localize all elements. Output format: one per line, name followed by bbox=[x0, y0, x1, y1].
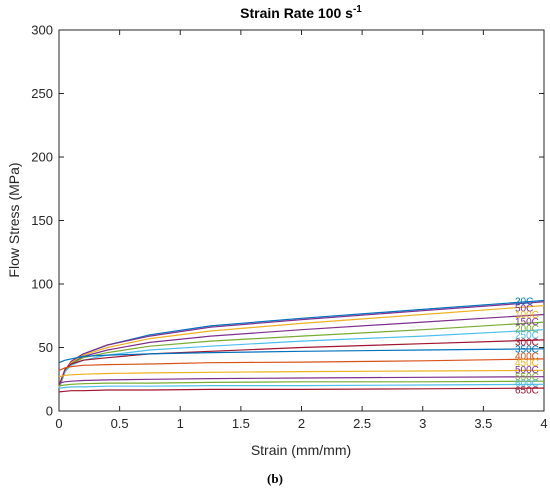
figure-caption: (b) bbox=[267, 471, 283, 486]
y-axis-label: Flow Stress (MPa) bbox=[6, 162, 22, 277]
series-label-50c: 50C bbox=[515, 303, 533, 314]
y-tick-label: 150 bbox=[31, 213, 53, 228]
series-label-400c: 400C bbox=[515, 351, 539, 362]
series-line-400c bbox=[58, 358, 545, 371]
series-lines bbox=[58, 299, 545, 393]
series-line-500c bbox=[58, 376, 545, 384]
x-axis-label: Strain (mm/mm) bbox=[251, 442, 351, 458]
series-line-300c bbox=[58, 339, 545, 386]
x-tick-label: 2 bbox=[298, 416, 305, 431]
series-label-650c: 650C bbox=[515, 386, 539, 397]
series-line-650c bbox=[58, 387, 545, 393]
y-tick-label: 50 bbox=[39, 340, 53, 355]
x-tick-label: 0.5 bbox=[111, 416, 129, 431]
series-line-450c bbox=[58, 369, 545, 378]
y-tick-label: 250 bbox=[31, 86, 53, 101]
y-tick-label: 100 bbox=[31, 277, 53, 292]
y-axis: 0 50 100 150 200 250 300 bbox=[31, 23, 544, 419]
x-tick-label: 0 bbox=[55, 416, 62, 431]
series-label-300c: 300C bbox=[515, 338, 539, 349]
series-labels: 20C50C100C150C200C250C300C350C400C450C50… bbox=[515, 297, 539, 397]
x-axis: 0 0.5 1 1.5 2 2.5 3 3.5 4 bbox=[55, 30, 548, 431]
series-label-150c: 150C bbox=[515, 317, 539, 328]
series-label-350c: 350C bbox=[515, 344, 539, 355]
chart-title-superscript: -1 bbox=[353, 4, 362, 15]
plot-area: 0 0.5 1 1.5 2 2.5 3 3.5 4 0 50 100 150 200 250 300 20C… bbox=[31, 23, 547, 432]
x-tick-label: 3 bbox=[419, 416, 426, 431]
series-label-600c: 600C bbox=[515, 379, 539, 390]
x-tick-label: 4 bbox=[540, 416, 547, 431]
series-label-100c: 100C bbox=[515, 310, 539, 321]
series-label-250c: 250C bbox=[515, 331, 539, 342]
y-tick-label: 300 bbox=[31, 23, 53, 38]
x-tick-label: 2.5 bbox=[353, 416, 371, 431]
series-label-550c: 550C bbox=[515, 372, 539, 383]
series-line-250c bbox=[58, 329, 545, 388]
chart-title: Strain Rate 100 s-1 bbox=[240, 4, 362, 21]
series-line-600c bbox=[58, 383, 545, 389]
series-label-500c: 500C bbox=[515, 365, 539, 376]
x-tick-label: 3.5 bbox=[474, 416, 492, 431]
y-tick-label: 200 bbox=[31, 150, 53, 165]
series-label-450c: 450C bbox=[515, 358, 539, 369]
series-label-200c: 200C bbox=[515, 324, 539, 335]
y-tick-label: 0 bbox=[46, 404, 53, 419]
series-label-20c: 20C bbox=[515, 297, 533, 308]
x-tick-label: 1.5 bbox=[232, 416, 250, 431]
series-line-350c bbox=[58, 348, 545, 364]
series-line-550c bbox=[58, 380, 545, 387]
x-tick-label: 1 bbox=[177, 416, 184, 431]
